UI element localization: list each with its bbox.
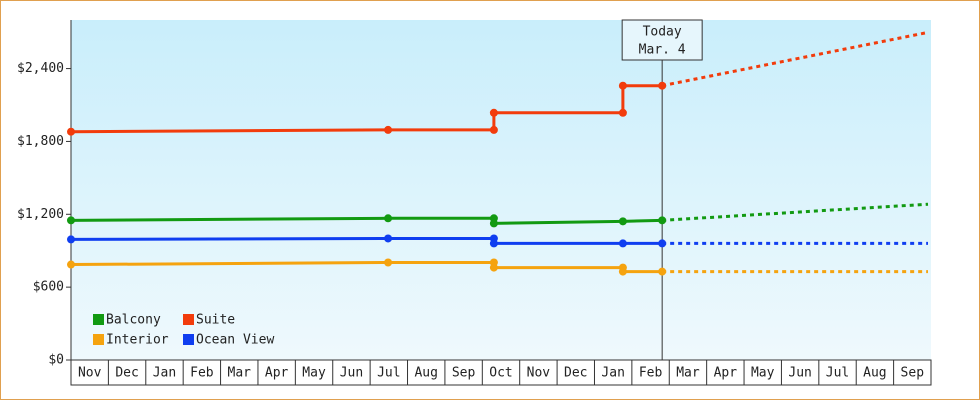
today-label: Today <box>643 25 682 40</box>
point <box>618 108 627 117</box>
x-tick-label: Nov <box>527 366 551 381</box>
point <box>384 258 393 267</box>
point <box>67 260 75 269</box>
point <box>67 235 75 244</box>
point <box>489 239 498 248</box>
x-tick-label: Apr <box>714 366 738 381</box>
x-tick-label: Oct <box>489 366 512 381</box>
legend-label: Interior <box>106 333 169 348</box>
point <box>67 216 75 225</box>
legend-label: Ocean View <box>196 333 274 348</box>
legend-label: Balcony <box>106 313 161 328</box>
point <box>384 234 393 243</box>
x-tick-label: Feb <box>190 366 214 381</box>
x-tick-label: Aug <box>863 366 886 381</box>
x-tick-label: Jul <box>826 366 849 381</box>
today-box <box>621 19 703 61</box>
projection-line <box>661 30 929 88</box>
x-axis-strip <box>70 359 932 386</box>
y-tick-label: $2,400 <box>17 61 64 76</box>
point <box>489 263 498 272</box>
point <box>658 267 667 276</box>
x-tick-label: Jan <box>601 366 624 381</box>
legend-swatch <box>93 314 104 325</box>
point <box>384 214 393 223</box>
x-tick-label: Dec <box>564 366 587 381</box>
x-tick-label: Jul <box>377 366 400 381</box>
x-tick-label: Jun <box>788 366 811 381</box>
point <box>618 239 627 248</box>
x-tick-label: Sep <box>901 366 925 381</box>
x-tick-label: Mar <box>676 366 700 381</box>
x-tick-label: Sep <box>452 366 476 381</box>
x-tick-label: Apr <box>265 366 289 381</box>
point <box>618 267 627 276</box>
point <box>384 125 393 134</box>
point <box>658 239 667 248</box>
point <box>658 216 667 225</box>
x-tick-label: May <box>751 366 775 381</box>
legend-swatch <box>183 334 194 345</box>
point <box>618 81 627 90</box>
point <box>658 81 667 90</box>
y-tick-label: $0 <box>48 353 64 368</box>
today-date: Mar. 4 <box>639 43 686 58</box>
x-tick-label: Feb <box>639 366 663 381</box>
legend-swatch <box>93 334 104 345</box>
point <box>489 219 498 228</box>
legend-label: Suite <box>196 313 235 328</box>
x-tick-label: Aug <box>414 366 437 381</box>
x-tick-label: Nov <box>78 366 102 381</box>
y-tick-label: $1,800 <box>17 134 64 149</box>
x-tick-label: Dec <box>115 366 138 381</box>
point <box>67 127 75 136</box>
x-tick-label: Mar <box>228 366 252 381</box>
point <box>489 108 498 117</box>
y-tick-label: $600 <box>33 280 64 295</box>
x-tick-label: Jun <box>340 366 363 381</box>
x-tick-label: May <box>302 366 326 381</box>
point <box>489 125 498 134</box>
legend-swatch <box>183 314 194 325</box>
point <box>618 217 627 226</box>
plot-area <box>71 20 931 360</box>
y-tick-label: $1,200 <box>17 207 64 222</box>
x-tick-label: Jan <box>153 366 176 381</box>
